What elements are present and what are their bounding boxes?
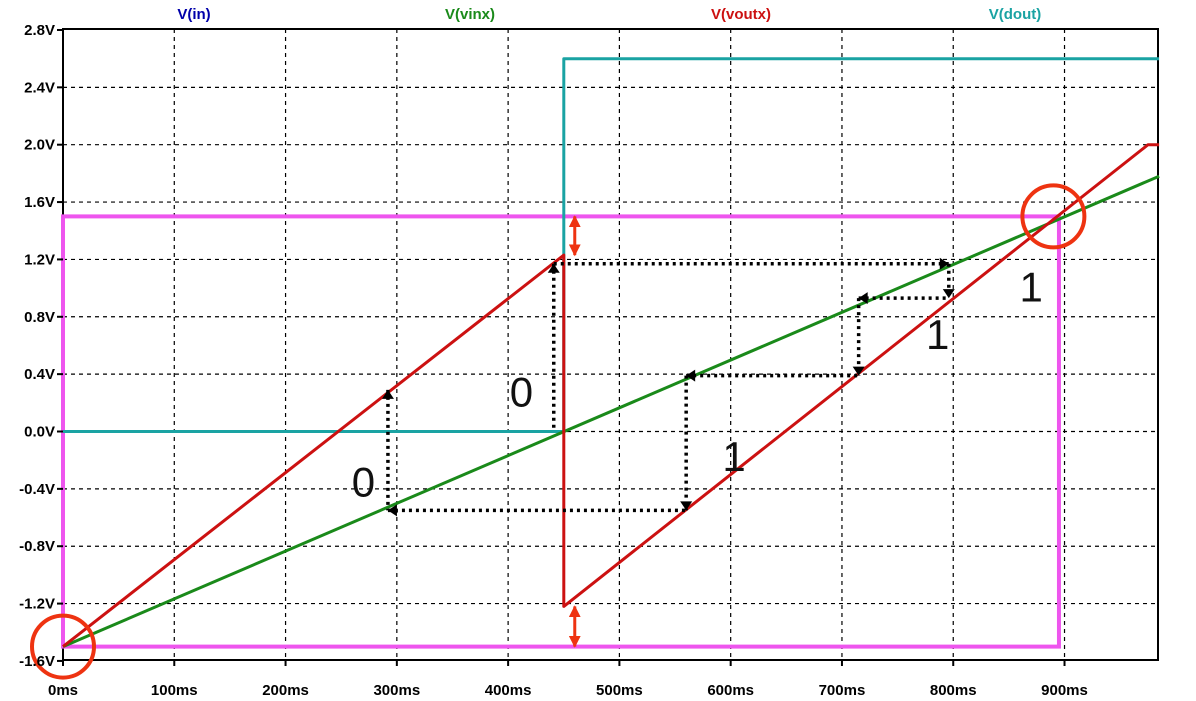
annotation-labels: 0 0 1 1 1: [352, 264, 1043, 506]
y-tick-label: 2.8V: [24, 22, 55, 39]
x-tick-label: 700ms: [819, 682, 866, 699]
y-tick-label: 0.4V: [24, 366, 55, 383]
y-tick-label: 2.0V: [24, 137, 55, 154]
series-line-vvinx: [62, 174, 1160, 648]
x-tick-label: 0ms: [48, 682, 78, 699]
y-tick-label: 1.2V: [24, 251, 55, 268]
y-tick-label: 0.0V: [24, 424, 55, 441]
bit-annotation: 1: [722, 433, 745, 480]
dotted-arrowhead: [942, 289, 955, 299]
dotted-arrowhead: [939, 257, 949, 270]
dotted-arrowhead: [686, 369, 696, 382]
x-tick-label: 300ms: [373, 682, 420, 699]
y-tick-label: 1.6V: [24, 194, 55, 211]
x-tick-label: 400ms: [485, 682, 532, 699]
bit-annotation: 1: [926, 311, 949, 358]
x-tick-label: 200ms: [262, 682, 309, 699]
trace-label: V(dout): [989, 6, 1041, 23]
bit-annotation: 1: [1019, 264, 1042, 311]
dotted-arrowhead: [858, 292, 868, 305]
y-tick-label: -1.2V: [19, 596, 55, 613]
dotted-arrowhead: [547, 263, 560, 273]
y-tick-label: -1.6V: [19, 653, 55, 670]
axes: 0ms 100ms 200ms 300ms 400ms 500ms 600ms 700ms 80…: [19, 22, 1088, 699]
x-tick-label: 600ms: [707, 682, 754, 699]
bit-annotation: 0: [352, 459, 375, 506]
y-tick-label: -0.8V: [19, 538, 55, 555]
highlight-circle: [30, 613, 96, 680]
plot-frame: [62, 28, 1159, 661]
highlight-circles: [30, 183, 1087, 680]
y-tick-label: 2.4V: [24, 79, 55, 96]
series-layer: [62, 57, 1160, 648]
dotted-arrowhead: [680, 501, 693, 511]
trace-label: V(vinx): [445, 6, 495, 23]
trace-labels: V(in) V(vinx) V(voutx) V(dout): [177, 6, 1041, 23]
dotted-arrows: [381, 257, 955, 517]
dotted-arrowhead: [381, 389, 394, 399]
x-tick-label: 100ms: [151, 682, 198, 699]
y-tick-label: 0.8V: [24, 309, 55, 326]
x-tick-label: 800ms: [930, 682, 977, 699]
grid: [63, 29, 1158, 660]
trace-label: V(in): [177, 6, 210, 23]
x-tick-label: 900ms: [1041, 682, 1088, 699]
dotted-arrowhead: [387, 504, 397, 517]
series-line-vdout: [63, 57, 1160, 433]
bit-annotation: 0: [510, 368, 533, 415]
dotted-arrowhead: [852, 366, 865, 376]
trace-label: V(voutx): [711, 6, 771, 23]
highlight-circle: [1020, 183, 1087, 250]
series-line-vvoutx: [62, 143, 1160, 648]
x-tick-label: 500ms: [596, 682, 643, 699]
plot-border: [62, 28, 1159, 661]
y-tick-label: -0.4V: [19, 481, 55, 498]
